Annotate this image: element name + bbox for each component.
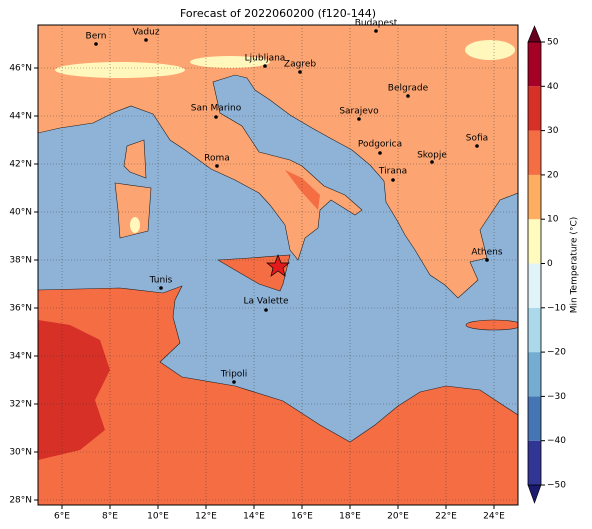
lon-label: 8°E [102,512,118,522]
colorbar-segment [528,396,541,441]
lon-label: 16°E [291,512,313,522]
city-label: Sofia [466,134,488,144]
lon-label: 12°E [195,512,217,522]
lat-label: 46°N [9,64,32,74]
sardinia-cold [130,217,140,233]
city-dot [144,38,148,42]
lat-label: 28°N [9,496,32,506]
city-label: Athens [471,248,502,258]
map-area [38,25,518,505]
city-label: Roma [204,154,230,164]
city-dot [232,380,236,384]
colorbar-tick-label: −20 [547,348,566,358]
colorbar-tick-label: 10 [547,215,559,225]
south-italy-warm [285,170,320,210]
lat-label: 30°N [9,448,32,458]
lat-label: 40°N [9,208,32,218]
lat-label: 32°N [9,400,32,410]
colorbar-tick-label: −50 [547,481,566,491]
city-label: Tunis [149,276,173,286]
city-dot [374,29,378,33]
lon-label: 22°E [435,512,457,522]
city-label: Zagreb [284,60,316,70]
title: Forecast of 2022060200 (f120-144) [180,7,376,20]
lon-label: 20°E [387,512,409,522]
graticule [38,25,518,505]
colorbar-tick-label: −10 [547,303,566,313]
colorbar-tick-label: 50 [547,38,559,48]
cities: Bern Vaduz Budapest Ljubljana Zagreb Bel… [86,19,503,384]
carpathian-cold [465,40,515,60]
city-label: Podgorica [358,140,402,150]
colorbar-tick-label: 0 [547,259,553,269]
city-dot [357,117,361,121]
city-dot [298,70,302,74]
colorbar-extend-min [527,484,542,504]
lat-label: 34°N [9,352,32,362]
colorbar-segment [528,86,541,131]
alps-cold [55,62,185,78]
colorbar-segment [528,219,541,264]
city-label: Tripoli [220,370,248,380]
city-dot [94,42,98,46]
lon-label: 24°E [483,512,505,522]
city-dot [215,164,219,168]
city-label: Budapest [355,19,398,29]
lat-label: 44°N [9,112,32,122]
colorbar-segment [528,42,541,87]
colorbar-tick-label: −30 [547,392,566,402]
colorbar-label: Min Temperature (°C) [570,217,580,314]
city-label: Belgrade [388,84,429,94]
lat-label: 42°N [9,160,32,170]
lon-label: 10°E [147,512,169,522]
colorbar-segment [528,174,541,220]
colorbar-extend-max [527,25,542,43]
city-dot [485,258,489,262]
city-label: Bern [86,32,107,42]
city-dot [264,308,268,312]
city-label: Tirana [378,167,407,177]
lat-label: 38°N [9,256,32,266]
city-label: Skopje [417,151,447,161]
colorbar-tick-label: −40 [547,436,566,446]
colorbar: −50 −40 −30 −20 −10 0 10 20 30 40 50 [527,25,566,504]
city-dot [378,151,382,155]
city-dot [214,115,218,119]
europe [38,25,518,299]
colorbar-tick-label: 30 [547,126,559,136]
colorbar-segment [528,352,541,397]
colorbar-tick-label: 20 [547,170,559,180]
city-dot [263,64,267,68]
colorbar-segment [528,130,541,175]
map-frame [37,24,519,506]
lon-label: 18°E [339,512,361,522]
city-label: Vaduz [132,28,159,38]
marker-star [266,254,290,277]
hot-region [38,320,110,460]
city-label: La Valette [244,297,289,307]
lon-label: 14°E [243,512,265,522]
city-dot [406,94,410,98]
alps-cold [190,56,270,68]
city-dot [159,286,163,290]
colorbar-tick-label: 40 [547,82,559,92]
city-label: San Marino [191,104,242,114]
sardinia [114,182,152,239]
corsica [123,139,147,179]
lat-label: 36°N [9,304,32,314]
city-label: Sarajevo [339,107,379,117]
city-dot [391,178,395,182]
lon-label: 6°E [54,512,70,522]
city-dot [475,144,479,148]
city-dot [430,160,434,164]
colorbar-segment [528,263,541,308]
city-label: Ljubljana [245,54,286,64]
colorbar-segment [528,440,541,485]
colorbar-segment [528,307,541,353]
